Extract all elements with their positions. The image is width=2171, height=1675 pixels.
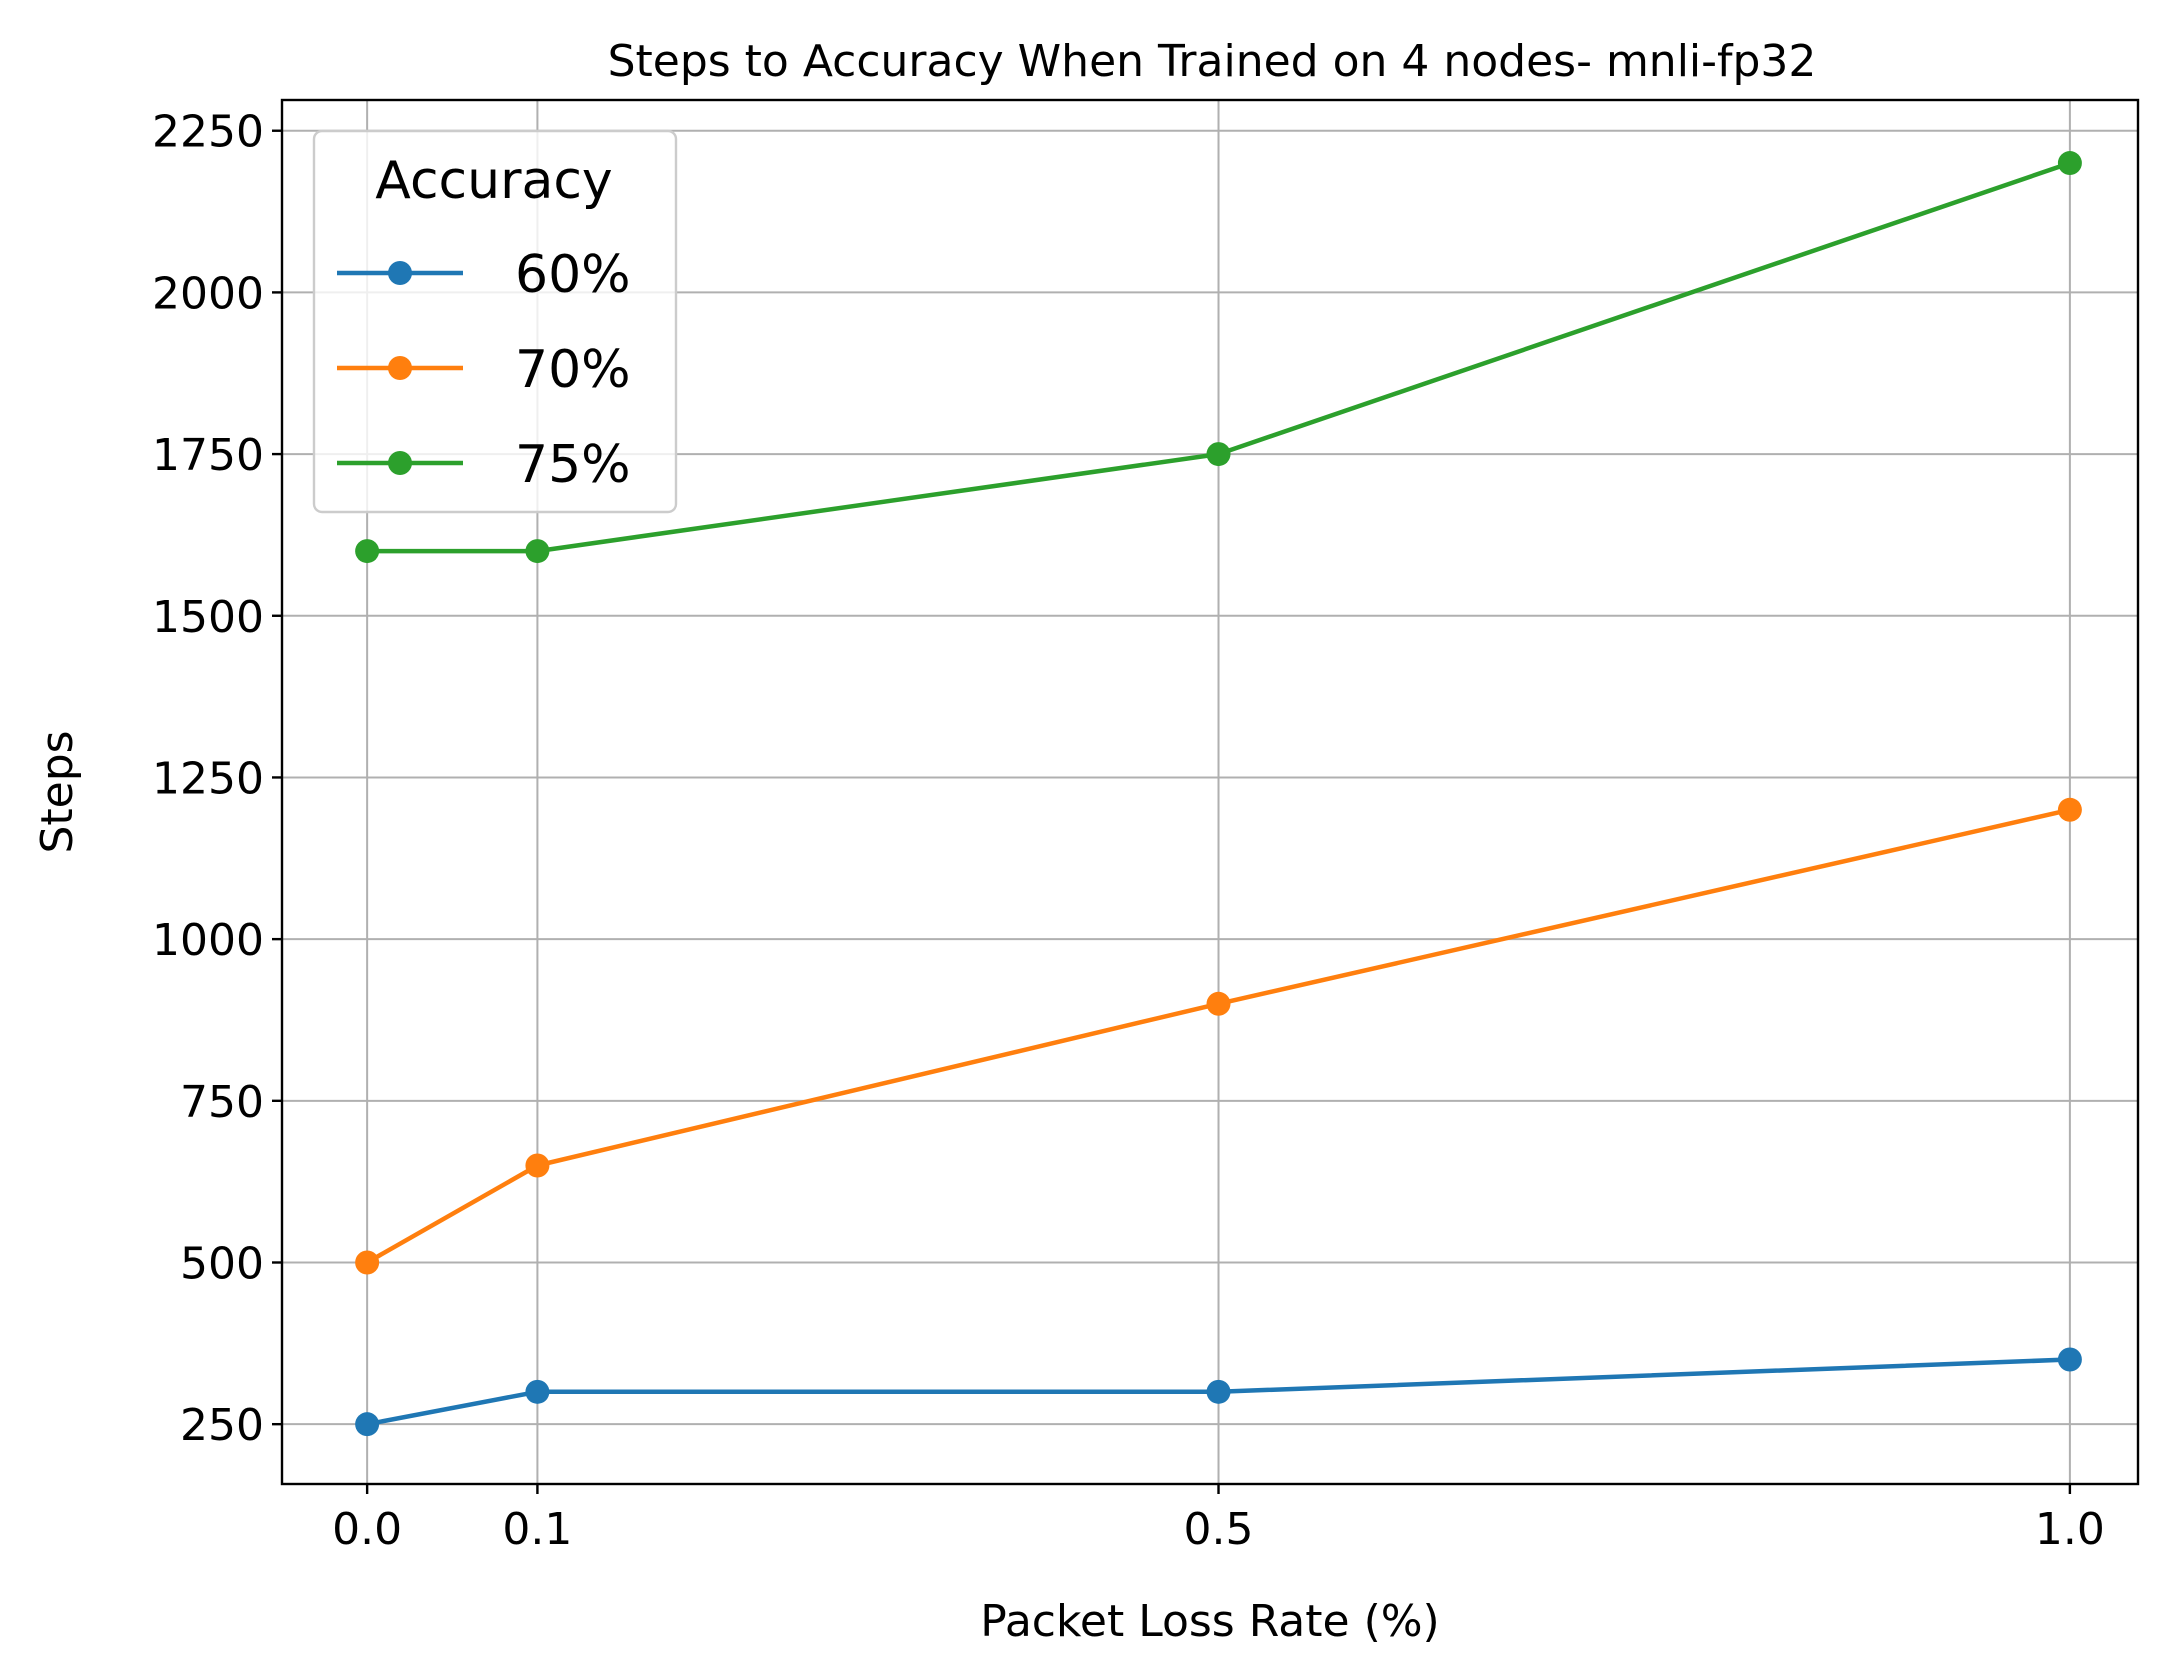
y-axis-label: Steps [32, 730, 83, 853]
legend-label: 75% [515, 435, 631, 495]
data-point [525, 1153, 550, 1178]
x-tick-label: 0.0 [332, 1504, 402, 1555]
data-point [1206, 991, 1231, 1016]
legend-item: 60% [337, 245, 631, 305]
data-point [355, 1412, 380, 1437]
y-tick-label: 2250 [152, 107, 264, 158]
x-tick-label: 1.0 [2035, 1504, 2105, 1555]
data-point [355, 1250, 380, 1275]
data-point [355, 539, 380, 564]
data-point [2057, 151, 2082, 176]
y-tick-label: 750 [180, 1077, 264, 1128]
series-line [364, 807, 2073, 1266]
legend-box [312, 129, 678, 514]
x-tick-label: 0.5 [1184, 1504, 1254, 1555]
y-tick-label: 1250 [152, 753, 264, 804]
legend-item: 70% [337, 340, 631, 400]
series-1 [355, 1347, 2082, 1437]
legend: Accuracy 60% 70% 75% [312, 129, 678, 514]
data-point [2057, 1347, 2082, 1372]
data-point [525, 1379, 550, 1404]
data-point [2057, 797, 2082, 822]
chart-title: Steps to Accuracy When Trained on 4 node… [608, 36, 1817, 87]
legend-marker [388, 356, 412, 380]
x-axis-label: Packet Loss Rate (%) [980, 1596, 1439, 1647]
legend-title: Accuracy [375, 151, 612, 211]
data-point [525, 539, 550, 564]
legend-item: 75% [337, 435, 631, 495]
x-axis: 0.0 0.1 0.5 1.0 [332, 1484, 2105, 1555]
y-tick-label: 500 [180, 1238, 264, 1289]
series-line [364, 1357, 2073, 1427]
y-tick-label: 250 [180, 1400, 264, 1451]
x-tick-label: 0.1 [502, 1504, 572, 1555]
legend-marker [388, 451, 412, 475]
y-tick-label: 1750 [152, 430, 264, 481]
legend-marker [388, 261, 412, 285]
legend-label: 70% [515, 340, 631, 400]
data-point [1206, 442, 1231, 467]
series-group [355, 151, 2082, 1437]
plot-frame [280, 98, 2140, 1486]
series-line [364, 160, 2073, 554]
legend-label: 60% [515, 245, 631, 305]
data-point [1206, 1379, 1231, 1404]
y-axis: 250 500 750 1000 1250 1500 1750 2000 2250 [152, 107, 282, 1451]
y-tick-label: 2000 [152, 268, 264, 319]
y-tick-label: 1000 [152, 915, 264, 966]
series-3 [355, 151, 2082, 564]
y-tick-label: 1500 [152, 592, 264, 643]
series-2 [355, 797, 2082, 1275]
